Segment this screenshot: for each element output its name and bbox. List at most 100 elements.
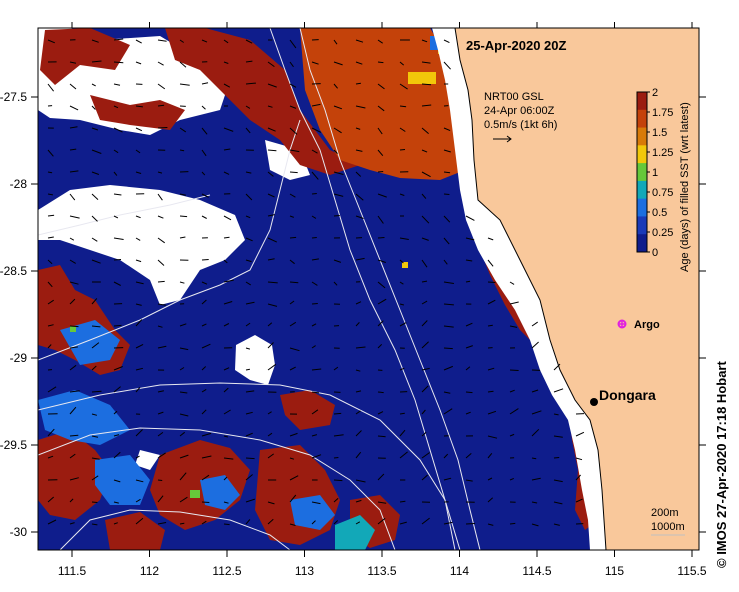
- current-vector: [267, 518, 274, 525]
- current-vector: [355, 193, 364, 201]
- current-vector: [113, 324, 122, 327]
- current-vector: [135, 149, 141, 154]
- colorbar-title: Age (days) of filled SST (wrt latest): [679, 102, 691, 272]
- current-vector: [399, 303, 405, 306]
- current-vector: [355, 499, 362, 503]
- current-vector: [69, 498, 74, 503]
- current-vector: [47, 214, 55, 217]
- current-vector: [91, 60, 102, 63]
- current-vector: [179, 413, 189, 417]
- colorbar-segment: [637, 127, 647, 146]
- current-vector: [553, 435, 563, 438]
- current-vector: [421, 452, 430, 459]
- current-vector: [245, 82, 256, 85]
- current-vector: [69, 259, 76, 264]
- current-vector: [91, 149, 102, 154]
- current-vector: [223, 61, 229, 64]
- current-vector: [201, 455, 212, 459]
- current-vector: [179, 39, 184, 43]
- current-vector: [377, 281, 386, 289]
- current-vector: [311, 454, 322, 459]
- current-vector: [113, 522, 118, 525]
- current-vector: [157, 522, 167, 525]
- current-vector: [465, 215, 475, 221]
- current-vector: [421, 104, 432, 107]
- current-vector: [465, 366, 471, 371]
- current-vector: [135, 303, 142, 306]
- current-vector: [311, 215, 317, 219]
- current-vector: [201, 281, 208, 285]
- current-vector: [179, 347, 189, 351]
- current-vector: [443, 259, 448, 265]
- current-vector: [443, 453, 449, 459]
- current-vector: [245, 281, 251, 286]
- current-vector: [91, 413, 98, 416]
- current-vector: [245, 322, 251, 327]
- current-vector: [333, 434, 344, 437]
- current-vector: [377, 501, 387, 504]
- current-vector: [91, 365, 97, 371]
- current-vector: [553, 501, 563, 505]
- current-vector: [91, 475, 99, 481]
- current-vector: [157, 259, 165, 266]
- current-vector: [113, 193, 122, 196]
- current-vector: [179, 367, 185, 371]
- current-vector: [487, 435, 498, 439]
- current-vector: [311, 281, 318, 286]
- current-vector: [201, 39, 208, 43]
- current-vector: [421, 409, 426, 415]
- x-tick-label: 112.5: [212, 564, 241, 578]
- current-vector: [245, 498, 256, 503]
- current-vector: [223, 476, 228, 481]
- current-vector: [91, 193, 99, 200]
- current-vector: [135, 259, 142, 263]
- current-vector: [179, 454, 189, 459]
- current-ref-line3: 0.5m/s (1kt 6h): [484, 119, 557, 131]
- current-vector: [47, 39, 55, 44]
- current-vector: [69, 105, 79, 111]
- current-vector: [69, 390, 80, 393]
- current-vector: [333, 366, 339, 371]
- current-vector: [245, 105, 251, 109]
- map-title: 25-Apr-2020 20Z: [466, 38, 566, 53]
- current-vector: [443, 237, 450, 245]
- current-vector: [223, 367, 230, 371]
- current-vector: [69, 364, 77, 371]
- current-vector: [245, 411, 253, 415]
- current-vector: [465, 523, 476, 525]
- current-vector: [157, 411, 164, 415]
- current-vector: [333, 457, 339, 459]
- current-vector: [69, 215, 80, 219]
- current-vector: [113, 149, 119, 154]
- current-vector: [333, 127, 342, 134]
- current-vector: [333, 105, 343, 110]
- current-vector: [91, 215, 98, 222]
- current-vector: [47, 193, 53, 196]
- current-vector: [47, 171, 53, 174]
- current-vector: [69, 83, 77, 90]
- current-vector: [91, 523, 98, 526]
- colorbar-segment: [637, 234, 647, 253]
- map-frame: [37, 27, 700, 551]
- current-vector: [201, 171, 206, 176]
- x-tick-label: 113: [295, 564, 314, 578]
- current-vector: [311, 434, 318, 437]
- current-vector: [157, 39, 167, 42]
- current-vector: [245, 127, 251, 134]
- current-vector: [443, 408, 453, 415]
- current-vector: [509, 408, 519, 415]
- current-vector: [47, 83, 54, 92]
- current-vector: [289, 215, 294, 218]
- current-vector: [421, 215, 430, 224]
- x-tick-label: 114: [450, 564, 469, 578]
- current-vector: [47, 428, 55, 437]
- current-vector: [69, 237, 75, 241]
- current-vector: [91, 501, 98, 503]
- current-vector: [289, 39, 297, 49]
- current-vector: [113, 281, 121, 286]
- current-vector: [355, 127, 361, 130]
- current-vector: [47, 496, 55, 503]
- current-vector: [267, 453, 274, 459]
- current-vector: [201, 259, 209, 261]
- current-vector: [465, 453, 472, 459]
